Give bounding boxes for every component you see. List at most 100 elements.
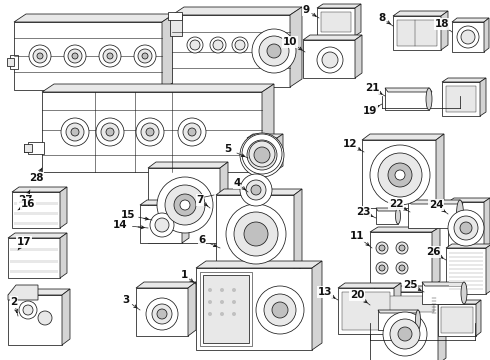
Bar <box>378 310 418 330</box>
Polygon shape <box>370 227 440 232</box>
Polygon shape <box>196 261 322 268</box>
Circle shape <box>378 153 422 197</box>
Bar <box>376 208 398 224</box>
Text: 22: 22 <box>389 199 403 209</box>
Circle shape <box>448 210 484 246</box>
Polygon shape <box>362 134 444 140</box>
Bar <box>10 260 58 263</box>
Bar <box>10 248 58 251</box>
Circle shape <box>379 245 385 251</box>
Polygon shape <box>441 11 448 50</box>
Text: 4: 4 <box>233 178 241 188</box>
Circle shape <box>146 128 154 136</box>
Bar <box>441 307 473 333</box>
Circle shape <box>23 305 33 315</box>
Circle shape <box>66 123 84 141</box>
Circle shape <box>208 312 212 316</box>
Bar <box>321 12 351 32</box>
Bar <box>140 205 182 243</box>
Circle shape <box>174 194 196 216</box>
Bar <box>8 238 60 278</box>
Circle shape <box>376 242 388 254</box>
Bar <box>374 296 434 312</box>
Polygon shape <box>303 35 362 40</box>
Polygon shape <box>317 4 361 8</box>
Polygon shape <box>355 4 361 36</box>
Circle shape <box>61 118 89 146</box>
Circle shape <box>242 134 282 174</box>
Circle shape <box>388 163 412 187</box>
Bar <box>14 212 58 215</box>
Bar <box>449 256 483 258</box>
Text: 7: 7 <box>196 195 204 205</box>
Bar <box>438 304 476 336</box>
Bar <box>397 20 437 46</box>
Circle shape <box>29 45 51 67</box>
Text: 1: 1 <box>180 270 188 280</box>
Circle shape <box>210 37 226 53</box>
Circle shape <box>240 133 284 177</box>
Text: 18: 18 <box>435 19 449 29</box>
Bar <box>449 288 483 290</box>
Circle shape <box>150 213 174 237</box>
Circle shape <box>96 118 124 146</box>
Bar <box>448 202 484 254</box>
Polygon shape <box>162 14 174 90</box>
Polygon shape <box>60 233 67 278</box>
Bar <box>8 295 62 345</box>
Bar <box>449 280 483 282</box>
Circle shape <box>64 45 86 67</box>
Polygon shape <box>442 78 486 82</box>
Circle shape <box>165 185 205 225</box>
Text: 9: 9 <box>302 5 310 15</box>
Circle shape <box>37 53 43 59</box>
Text: 13: 13 <box>318 287 332 297</box>
Bar <box>385 88 429 110</box>
Ellipse shape <box>461 282 467 304</box>
Polygon shape <box>422 282 467 286</box>
Bar <box>449 268 483 270</box>
Circle shape <box>99 45 121 67</box>
Circle shape <box>208 300 212 304</box>
Circle shape <box>252 29 296 73</box>
Circle shape <box>220 288 224 292</box>
Polygon shape <box>172 7 302 15</box>
Circle shape <box>256 286 304 334</box>
Bar <box>10 270 58 273</box>
Text: 23: 23 <box>356 207 370 217</box>
Polygon shape <box>484 18 489 52</box>
Polygon shape <box>60 187 67 228</box>
Polygon shape <box>436 134 444 208</box>
Text: 11: 11 <box>350 231 364 241</box>
Polygon shape <box>432 227 440 286</box>
Bar <box>370 292 438 360</box>
Circle shape <box>72 53 78 59</box>
Text: 17: 17 <box>17 237 31 247</box>
Circle shape <box>234 212 278 256</box>
Polygon shape <box>484 198 490 254</box>
Bar <box>449 284 483 286</box>
Circle shape <box>240 174 272 206</box>
Circle shape <box>134 45 156 67</box>
Bar <box>446 248 486 294</box>
Bar <box>317 8 355 36</box>
Circle shape <box>152 304 172 324</box>
Bar <box>170 14 182 36</box>
Polygon shape <box>148 162 228 168</box>
Bar <box>442 82 480 116</box>
Circle shape <box>232 37 248 53</box>
Circle shape <box>232 312 236 316</box>
Text: 28: 28 <box>29 173 43 183</box>
Bar <box>449 276 483 278</box>
Circle shape <box>235 40 245 50</box>
Polygon shape <box>486 244 490 294</box>
Bar <box>200 272 252 346</box>
Circle shape <box>220 312 224 316</box>
Bar <box>42 92 262 172</box>
Polygon shape <box>12 187 67 192</box>
Circle shape <box>264 294 296 326</box>
Circle shape <box>395 170 405 180</box>
Circle shape <box>138 49 152 63</box>
Circle shape <box>68 49 82 63</box>
Bar <box>14 222 58 225</box>
